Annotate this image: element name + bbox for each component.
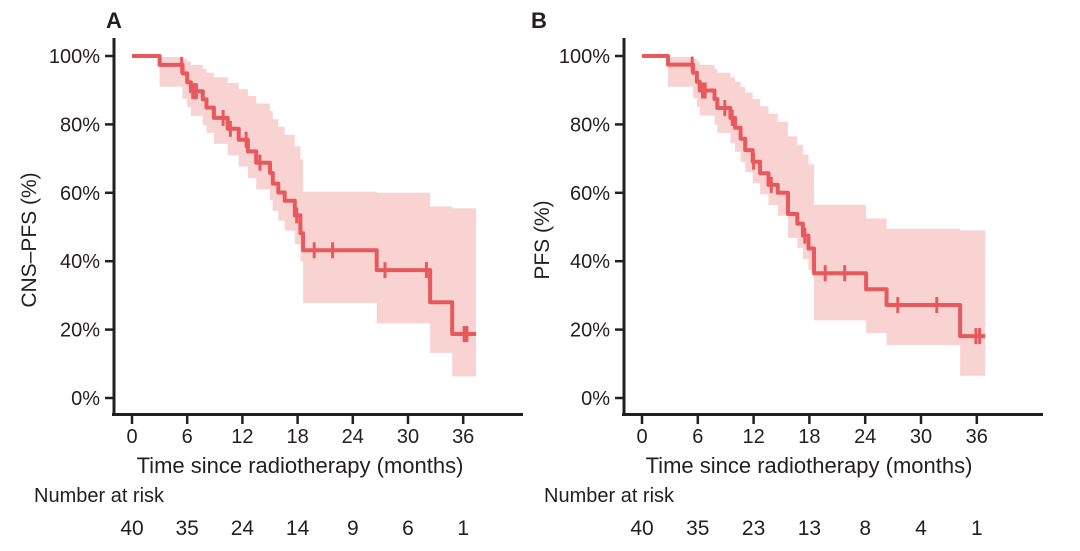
number-at-risk-value-b: 4 — [915, 517, 927, 540]
y-tick-label-a: 40% — [60, 251, 100, 273]
panel-b-x-axis-title: Time since radiotherapy (months) — [645, 453, 973, 478]
number-at-risk-value-a: 6 — [402, 517, 414, 540]
km-curve-b — [642, 54, 986, 339]
panel-b-number-at-risk-label: Number at risk — [544, 485, 675, 507]
x-tick-label-b: 30 — [910, 426, 932, 448]
number-at-risk-value-a: 1 — [457, 517, 470, 540]
number-at-risk-value-b: 8 — [859, 517, 872, 540]
y-tick-label-a: 60% — [60, 183, 100, 205]
panel-a-y-axis-title: CNS–PFS (%) — [18, 172, 41, 308]
x-tick-label-a: 18 — [286, 426, 308, 448]
number-at-risk-value-b: 35 — [686, 517, 710, 540]
x-tick-label-a: 36 — [452, 426, 474, 448]
y-tick-label-a: 20% — [60, 320, 100, 342]
y-tick-label-a: 0% — [71, 388, 100, 410]
x-tick-label-b: 18 — [798, 426, 820, 448]
x-tick-label-b: 36 — [966, 426, 988, 448]
y-tick-label-b: 40% — [570, 251, 610, 273]
x-tick-label-b: 6 — [692, 426, 703, 448]
number-at-risk-value-a: 9 — [346, 517, 359, 540]
y-tick-label-b: 80% — [570, 114, 610, 136]
panel-a-letter: A — [106, 8, 122, 33]
number-at-risk-value-b: 23 — [741, 517, 766, 540]
number-at-risk-value-a: 35 — [175, 517, 199, 540]
panel-b-y-axis-title: PFS (%) — [531, 200, 554, 280]
x-tick-label-a: 6 — [182, 426, 193, 448]
x-tick-label-a: 24 — [342, 426, 364, 448]
confidence-band-b — [668, 57, 986, 376]
y-tick-label-a: 100% — [49, 46, 100, 68]
number-at-risk-value-b: 1 — [970, 517, 983, 540]
x-tick-label-b: 0 — [636, 426, 647, 448]
km-curve-a — [132, 54, 477, 336]
x-tick-label-a: 12 — [231, 426, 253, 448]
x-tick-label-b: 12 — [742, 426, 764, 448]
y-tick-label-b: 20% — [570, 320, 610, 342]
x-tick-label-b: 24 — [854, 426, 876, 448]
x-tick-label-a: 0 — [126, 426, 137, 448]
number-at-risk-value-a: 14 — [285, 517, 310, 540]
panel-a-number-at-risk-label: Number at risk — [34, 485, 165, 507]
y-tick-label-b: 0% — [581, 388, 610, 410]
x-tick-label-a: 30 — [397, 426, 419, 448]
y-tick-label-b: 60% — [570, 183, 610, 205]
panel-a-x-axis-title: Time since radiotherapy (months) — [136, 453, 464, 478]
panel-b-letter: B — [531, 8, 547, 33]
number-at-risk-value-a: 40 — [120, 517, 144, 540]
number-at-risk-value-b: 13 — [797, 517, 822, 540]
y-tick-label-b: 100% — [559, 46, 610, 68]
y-tick-label-a: 80% — [60, 114, 100, 136]
number-at-risk-value-a: 24 — [230, 517, 255, 540]
number-at-risk-value-b: 40 — [630, 517, 654, 540]
